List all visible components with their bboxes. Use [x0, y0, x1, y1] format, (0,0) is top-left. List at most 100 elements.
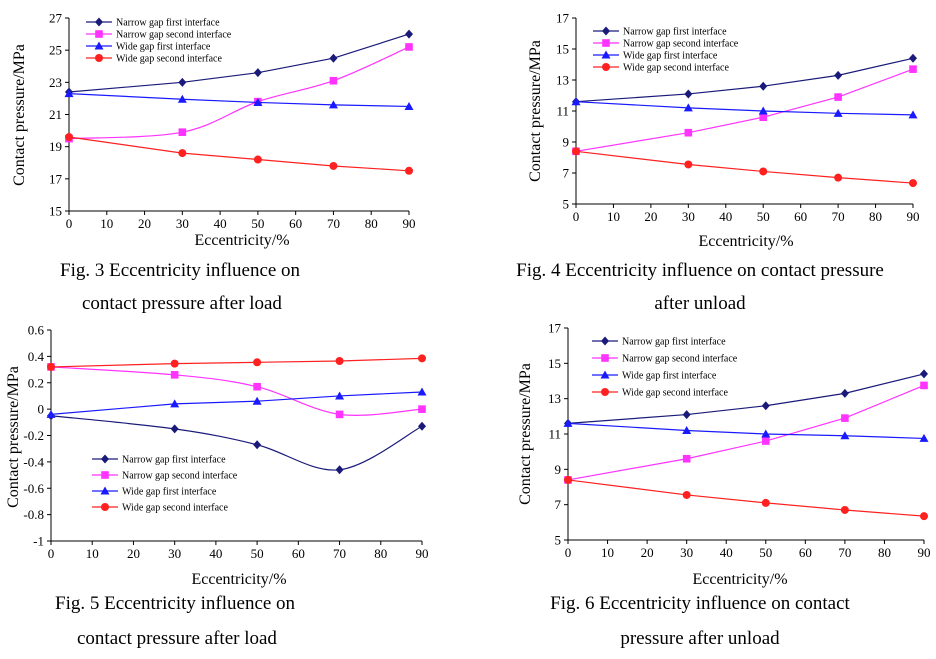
legend-entry: Wide gap second interface	[122, 503, 228, 514]
y-axis-label: Contact pressure/MPa	[517, 363, 534, 505]
x-tick-label: 60	[794, 209, 807, 224]
legend-entry: Narrow gap first interface	[622, 337, 726, 348]
y-tick-label: -0.4	[23, 454, 44, 469]
x-tick-label: 60	[292, 546, 305, 561]
legend-entry: Wide gap second interface	[622, 388, 728, 399]
figure-caption: contact pressure after load	[77, 628, 277, 649]
data-point	[571, 97, 581, 106]
y-tick-label: 15	[548, 356, 561, 371]
data-point	[335, 356, 344, 365]
series-1	[564, 369, 928, 428]
y-tick-label: 5	[563, 197, 570, 212]
data-point	[328, 100, 338, 109]
series-3	[571, 97, 918, 119]
legend-marker	[95, 54, 103, 62]
y-tick-label: 7	[563, 166, 570, 181]
figure-caption: Fig. 3 Eccentricity influence on	[60, 260, 301, 281]
x-tick-label: 50	[251, 216, 264, 231]
x-tick-label: 50	[759, 545, 772, 560]
y-tick-label: 17	[548, 321, 562, 336]
x-tick-label: 80	[374, 546, 387, 561]
x-tick-label: 50	[251, 546, 264, 561]
y-tick-label: -0.8	[23, 507, 44, 522]
legend-marker	[101, 503, 109, 511]
data-point	[170, 399, 180, 408]
data-point	[759, 167, 768, 176]
y-tick-label: 0.2	[28, 375, 44, 390]
data-point	[684, 128, 693, 137]
legend-marker	[95, 30, 103, 38]
data-point	[909, 53, 917, 63]
x-tick-label: 90	[403, 216, 416, 231]
x-tick-label: 30	[680, 545, 693, 560]
y-tick-label: 27	[49, 11, 63, 26]
data-point	[683, 103, 693, 112]
data-point	[840, 388, 849, 398]
legend-entry: Wide gap first interface	[122, 487, 217, 498]
data-point	[178, 77, 187, 87]
series-line	[575, 101, 914, 116]
data-point	[329, 161, 338, 170]
legend-marker	[601, 354, 609, 362]
series-line	[50, 415, 423, 471]
data-point	[177, 94, 187, 103]
y-tick-label: 23	[49, 75, 62, 90]
series-3	[46, 387, 427, 418]
x-tick-label: 70	[327, 216, 340, 231]
y-tick-label: 0.4	[28, 349, 45, 364]
series-4	[572, 147, 917, 188]
legend-marker	[602, 39, 610, 47]
y-tick-label: 17	[556, 11, 570, 26]
data-point	[919, 433, 929, 442]
series-line	[50, 366, 423, 416]
y-tick-label: 5	[555, 533, 562, 548]
legend-marker	[601, 388, 609, 396]
x-tick-label: 10	[100, 216, 113, 231]
x-tick-label: 60	[289, 216, 302, 231]
y-axis-label: Contact pressure/MPa	[527, 40, 544, 182]
y-tick-label: 21	[49, 107, 62, 122]
data-point	[329, 53, 338, 63]
y-tick-label: 11	[548, 427, 561, 442]
data-point	[920, 381, 928, 390]
x-tick-label: 40	[719, 209, 732, 224]
data-point	[761, 429, 771, 438]
data-point	[909, 179, 917, 188]
x-tick-label: 30	[176, 216, 189, 231]
data-point	[46, 409, 56, 418]
x-tick-label: 80	[869, 209, 882, 224]
y-tick-label: -0.2	[23, 428, 44, 443]
data-point	[405, 29, 413, 39]
data-point	[405, 43, 413, 51]
figure-caption: contact pressure after load	[82, 293, 282, 314]
y-tick-label: 13	[548, 391, 561, 406]
legend-entry: Narrow gap second interface	[623, 39, 739, 50]
x-tick-label: 30	[682, 209, 695, 224]
data-point	[253, 382, 261, 391]
data-point	[178, 128, 187, 136]
data-point	[834, 173, 843, 182]
data-point	[920, 512, 928, 521]
x-tick-label: 10	[86, 546, 99, 561]
x-tick-label: 10	[607, 209, 620, 224]
data-point	[840, 505, 849, 514]
x-axis-label: Eccentricity/%	[194, 232, 289, 249]
series-line	[567, 479, 925, 517]
x-tick-label: 80	[878, 545, 891, 560]
legend-entry: Wide gap first interface	[116, 42, 211, 53]
x-axis-label: Eccentricity/%	[692, 571, 787, 588]
legend-entry: Wide gap second interface	[116, 54, 222, 65]
x-tick-label: 0	[48, 546, 55, 561]
x-tick-label: 40	[209, 546, 222, 561]
data-point	[761, 401, 770, 411]
figure-caption: Fig. 6 Eccentricity influence on contact	[550, 593, 850, 614]
series-4	[47, 354, 426, 371]
y-tick-label: 17	[49, 171, 63, 186]
chart-1: 15 17 19 21 23 25 27 0 10 20 30 40 50 60 70 80 90 Eccentr…	[11, 11, 416, 315]
y-tick-label: -1	[33, 534, 44, 549]
y-tick-label: 19	[49, 139, 62, 154]
data-point	[761, 498, 770, 507]
data-point	[834, 70, 843, 80]
